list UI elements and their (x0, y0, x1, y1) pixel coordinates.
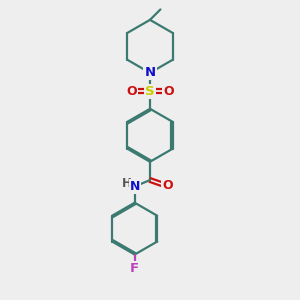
Text: O: O (163, 85, 174, 98)
Text: F: F (130, 262, 139, 275)
Text: N: N (144, 66, 156, 80)
Text: N: N (130, 180, 140, 193)
Text: S: S (145, 85, 155, 98)
Text: O: O (162, 179, 173, 192)
Text: O: O (126, 85, 137, 98)
Text: H: H (122, 177, 131, 190)
